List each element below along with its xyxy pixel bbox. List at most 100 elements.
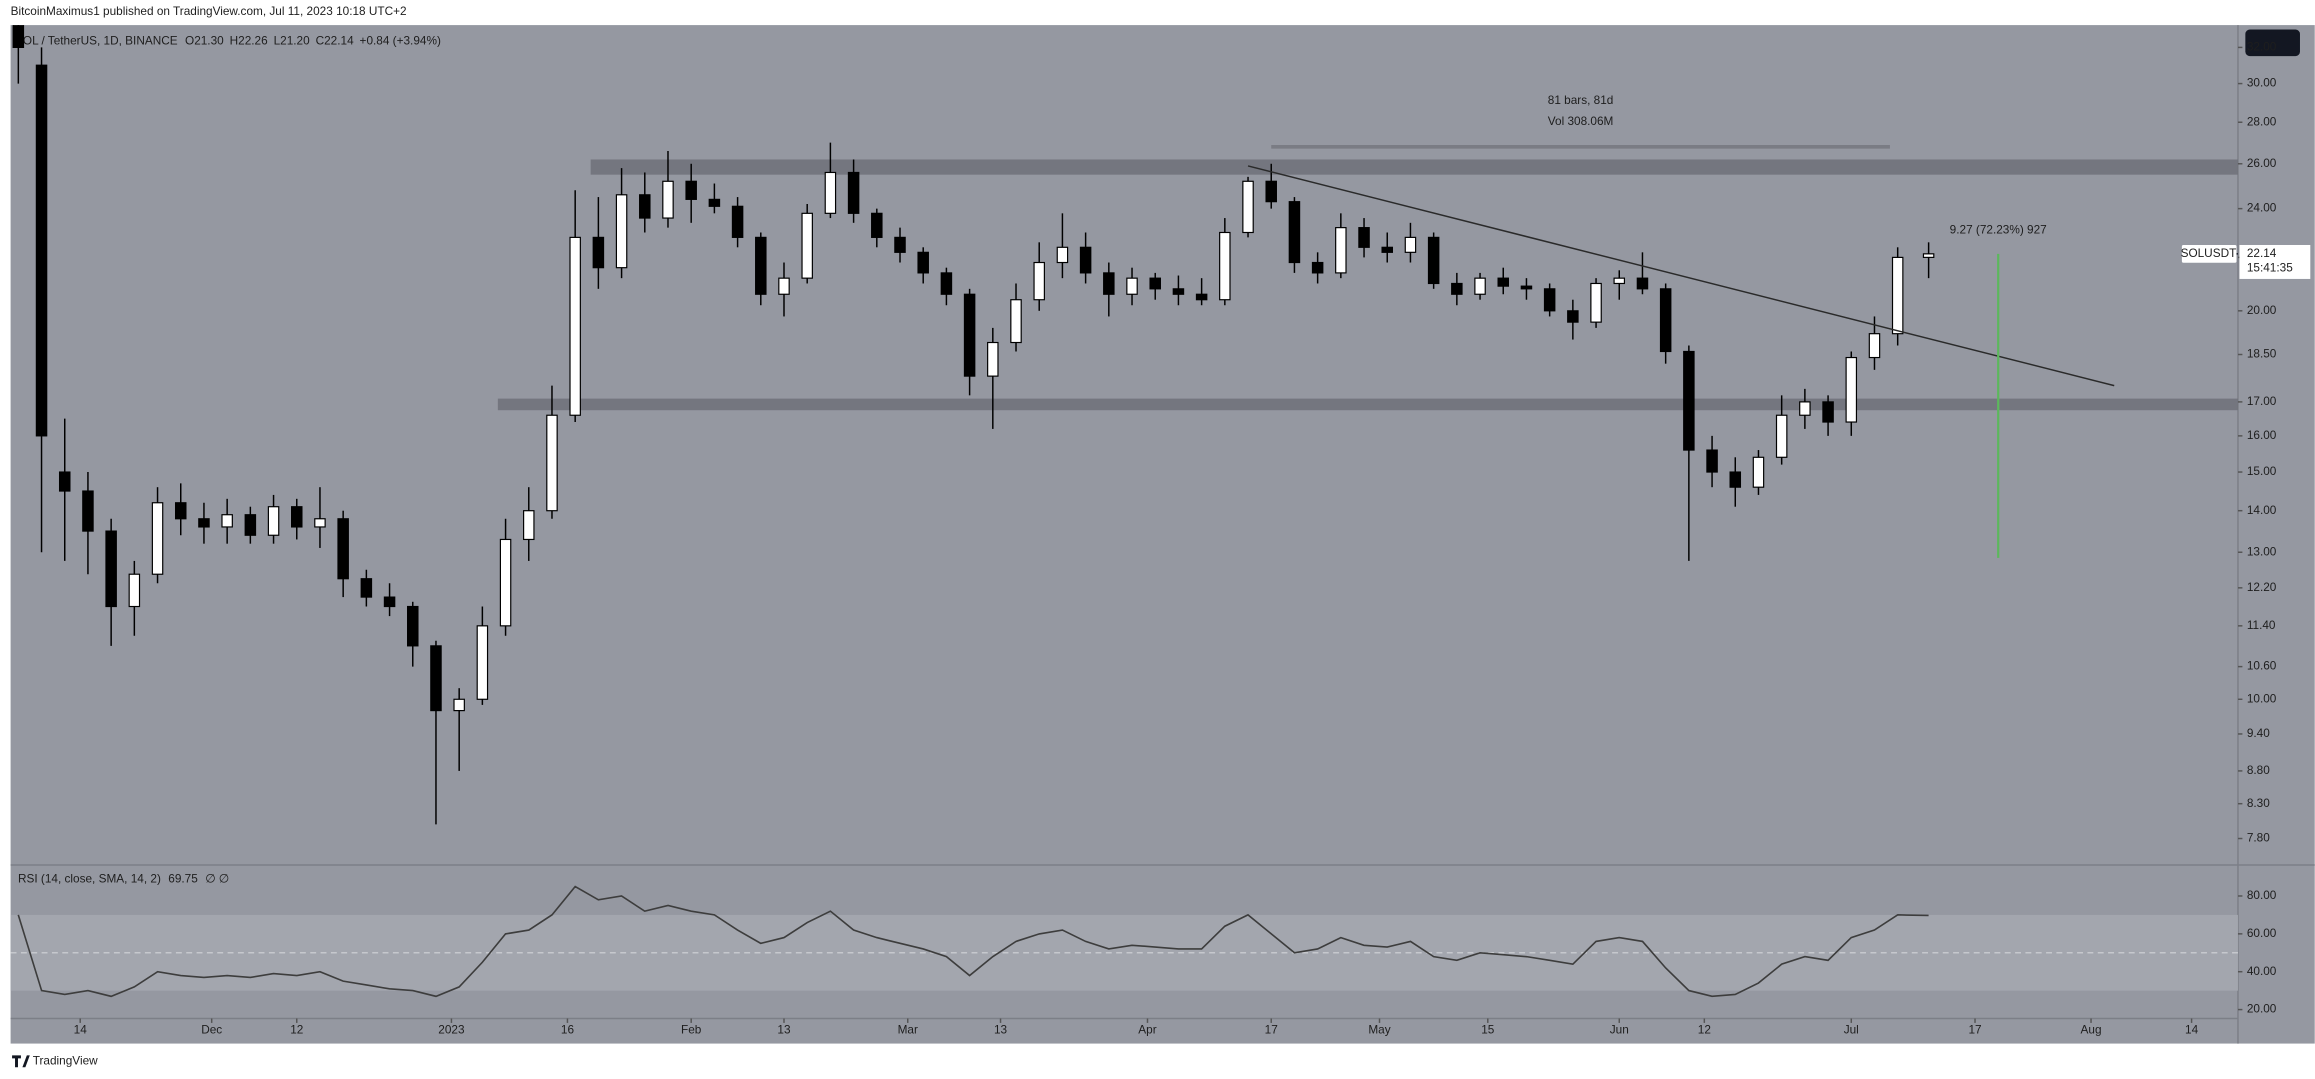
candle-body xyxy=(1288,201,1301,264)
x-tick-label: 14 xyxy=(74,1022,88,1036)
candle-body xyxy=(360,578,373,598)
x-tick-label: 15 xyxy=(1481,1022,1495,1036)
candle-body xyxy=(430,645,442,712)
candle-body xyxy=(1567,310,1579,323)
candle-body xyxy=(314,518,326,528)
candle-body xyxy=(569,236,581,416)
candle-body xyxy=(523,510,535,541)
x-tick-label: 12 xyxy=(290,1022,303,1036)
symbol-title: SOL / TetherUS, 1D, BINANCE xyxy=(15,33,178,47)
candle-body xyxy=(1706,449,1718,473)
price-pane xyxy=(12,25,2238,825)
candle-body xyxy=(1404,236,1417,253)
menu-button[interactable] xyxy=(2245,29,2300,57)
candle-body xyxy=(12,25,25,49)
candle-body xyxy=(1335,227,1347,274)
candle-body xyxy=(1636,277,1649,290)
y-tick-label: 17.00 xyxy=(2247,394,2277,408)
readout: C xyxy=(316,33,325,47)
y-tick-label: 8.80 xyxy=(2247,763,2270,777)
logo xyxy=(12,1055,30,1068)
rsi-legend: RSI (14, close, SMA, 14, 2) 69.75 ∅ ∅ xyxy=(18,872,229,886)
candle-body xyxy=(174,502,187,520)
y-tick-label: 18.50 xyxy=(2247,347,2277,361)
price-tag xyxy=(2239,244,2311,279)
candle-body xyxy=(1845,356,1858,423)
rsi-line xyxy=(17,885,1929,998)
rsi-y-tick-label: 20.00 xyxy=(2247,1002,2277,1016)
candle-body xyxy=(731,205,744,238)
y-tick-label: 13.00 xyxy=(2247,544,2277,558)
legend: SOL / TetherUS, 1D, BINANCE O21.30 H22.26 L… xyxy=(15,33,441,47)
publish-info: BitcoinMaximus1 published on TradingView… xyxy=(11,4,407,18)
candle-body xyxy=(267,506,280,536)
y-tick-label: 14.00 xyxy=(2247,503,2277,517)
readout: 21.30 xyxy=(194,33,224,47)
y-tick-label: 9.40 xyxy=(2247,726,2270,740)
x-tick-label: 17 xyxy=(1968,1022,1981,1036)
candle-body xyxy=(1056,246,1069,264)
y-tick-label: 10.00 xyxy=(2247,691,2277,705)
readout: 21.20 xyxy=(280,33,310,47)
candle-body xyxy=(1613,277,1626,285)
rsi-band xyxy=(10,914,2238,991)
symbol-tag xyxy=(2181,244,2237,263)
candle-body xyxy=(1311,261,1324,274)
readout: O xyxy=(185,33,194,47)
candle-body xyxy=(1752,456,1765,488)
candle-body xyxy=(1590,282,1602,323)
rsi-y-tick-label: 80.00 xyxy=(2247,888,2277,902)
rsi-y-tick-label: 40.00 xyxy=(2247,964,2277,978)
candle-body xyxy=(1451,282,1463,295)
price-tag-value: 22.14 xyxy=(2247,246,2277,260)
candle-body xyxy=(1497,277,1510,287)
candle-body xyxy=(1033,261,1045,301)
candle-body xyxy=(105,530,117,608)
x-tick-label: Aug xyxy=(2081,1022,2102,1036)
candle-body xyxy=(453,698,465,712)
candle-body xyxy=(1922,253,1935,258)
candle-body xyxy=(1219,231,1231,301)
candle-body xyxy=(383,596,396,608)
measure-label: 81 bars, 81d xyxy=(1548,93,1614,107)
y-tick-label: 15.00 xyxy=(2247,464,2277,478)
candle-body xyxy=(662,180,674,219)
candle-body xyxy=(1242,180,1254,234)
candle-body xyxy=(244,514,257,536)
readout: H xyxy=(230,33,239,47)
x-tick-label: 16 xyxy=(561,1022,575,1036)
x-tick-label: Apr xyxy=(1138,1022,1156,1036)
candle-body xyxy=(1103,272,1115,295)
y-tick-label: 24.00 xyxy=(2247,201,2277,215)
candle-body xyxy=(1010,299,1022,344)
candle-body xyxy=(1891,256,1904,335)
candle-body xyxy=(1683,350,1695,451)
candle-body xyxy=(407,605,419,647)
candle-body xyxy=(1868,333,1881,359)
x-tick-label: Mar xyxy=(898,1022,918,1036)
candle-body xyxy=(1520,285,1533,290)
candle-body xyxy=(894,236,906,253)
x-tick-label: 2023 xyxy=(438,1022,465,1036)
readout: L xyxy=(274,33,281,47)
candle-body xyxy=(847,171,860,214)
candle-body xyxy=(1126,277,1138,295)
candle-body xyxy=(801,212,813,279)
candle-body xyxy=(987,341,999,377)
x-tick-label: Feb xyxy=(681,1022,702,1036)
readout: +0.84 (+3.94%) xyxy=(360,33,441,47)
x-tick-label: 13 xyxy=(994,1022,1008,1036)
candle-body xyxy=(755,236,767,295)
candle-body xyxy=(685,180,697,200)
x-tick-label: 14 xyxy=(2185,1022,2199,1036)
candle-body xyxy=(1543,288,1556,312)
candle-body xyxy=(708,198,721,207)
range-label: 9.27 (72.23%) 927 xyxy=(1950,222,2047,236)
x-tick-label: Jul xyxy=(1844,1022,1859,1036)
x-tick-label: 17 xyxy=(1265,1022,1278,1036)
rsi-title: RSI (14, close, SMA, 14, 2) xyxy=(18,872,161,886)
candle-body xyxy=(128,573,141,608)
candle-body xyxy=(1172,288,1185,295)
